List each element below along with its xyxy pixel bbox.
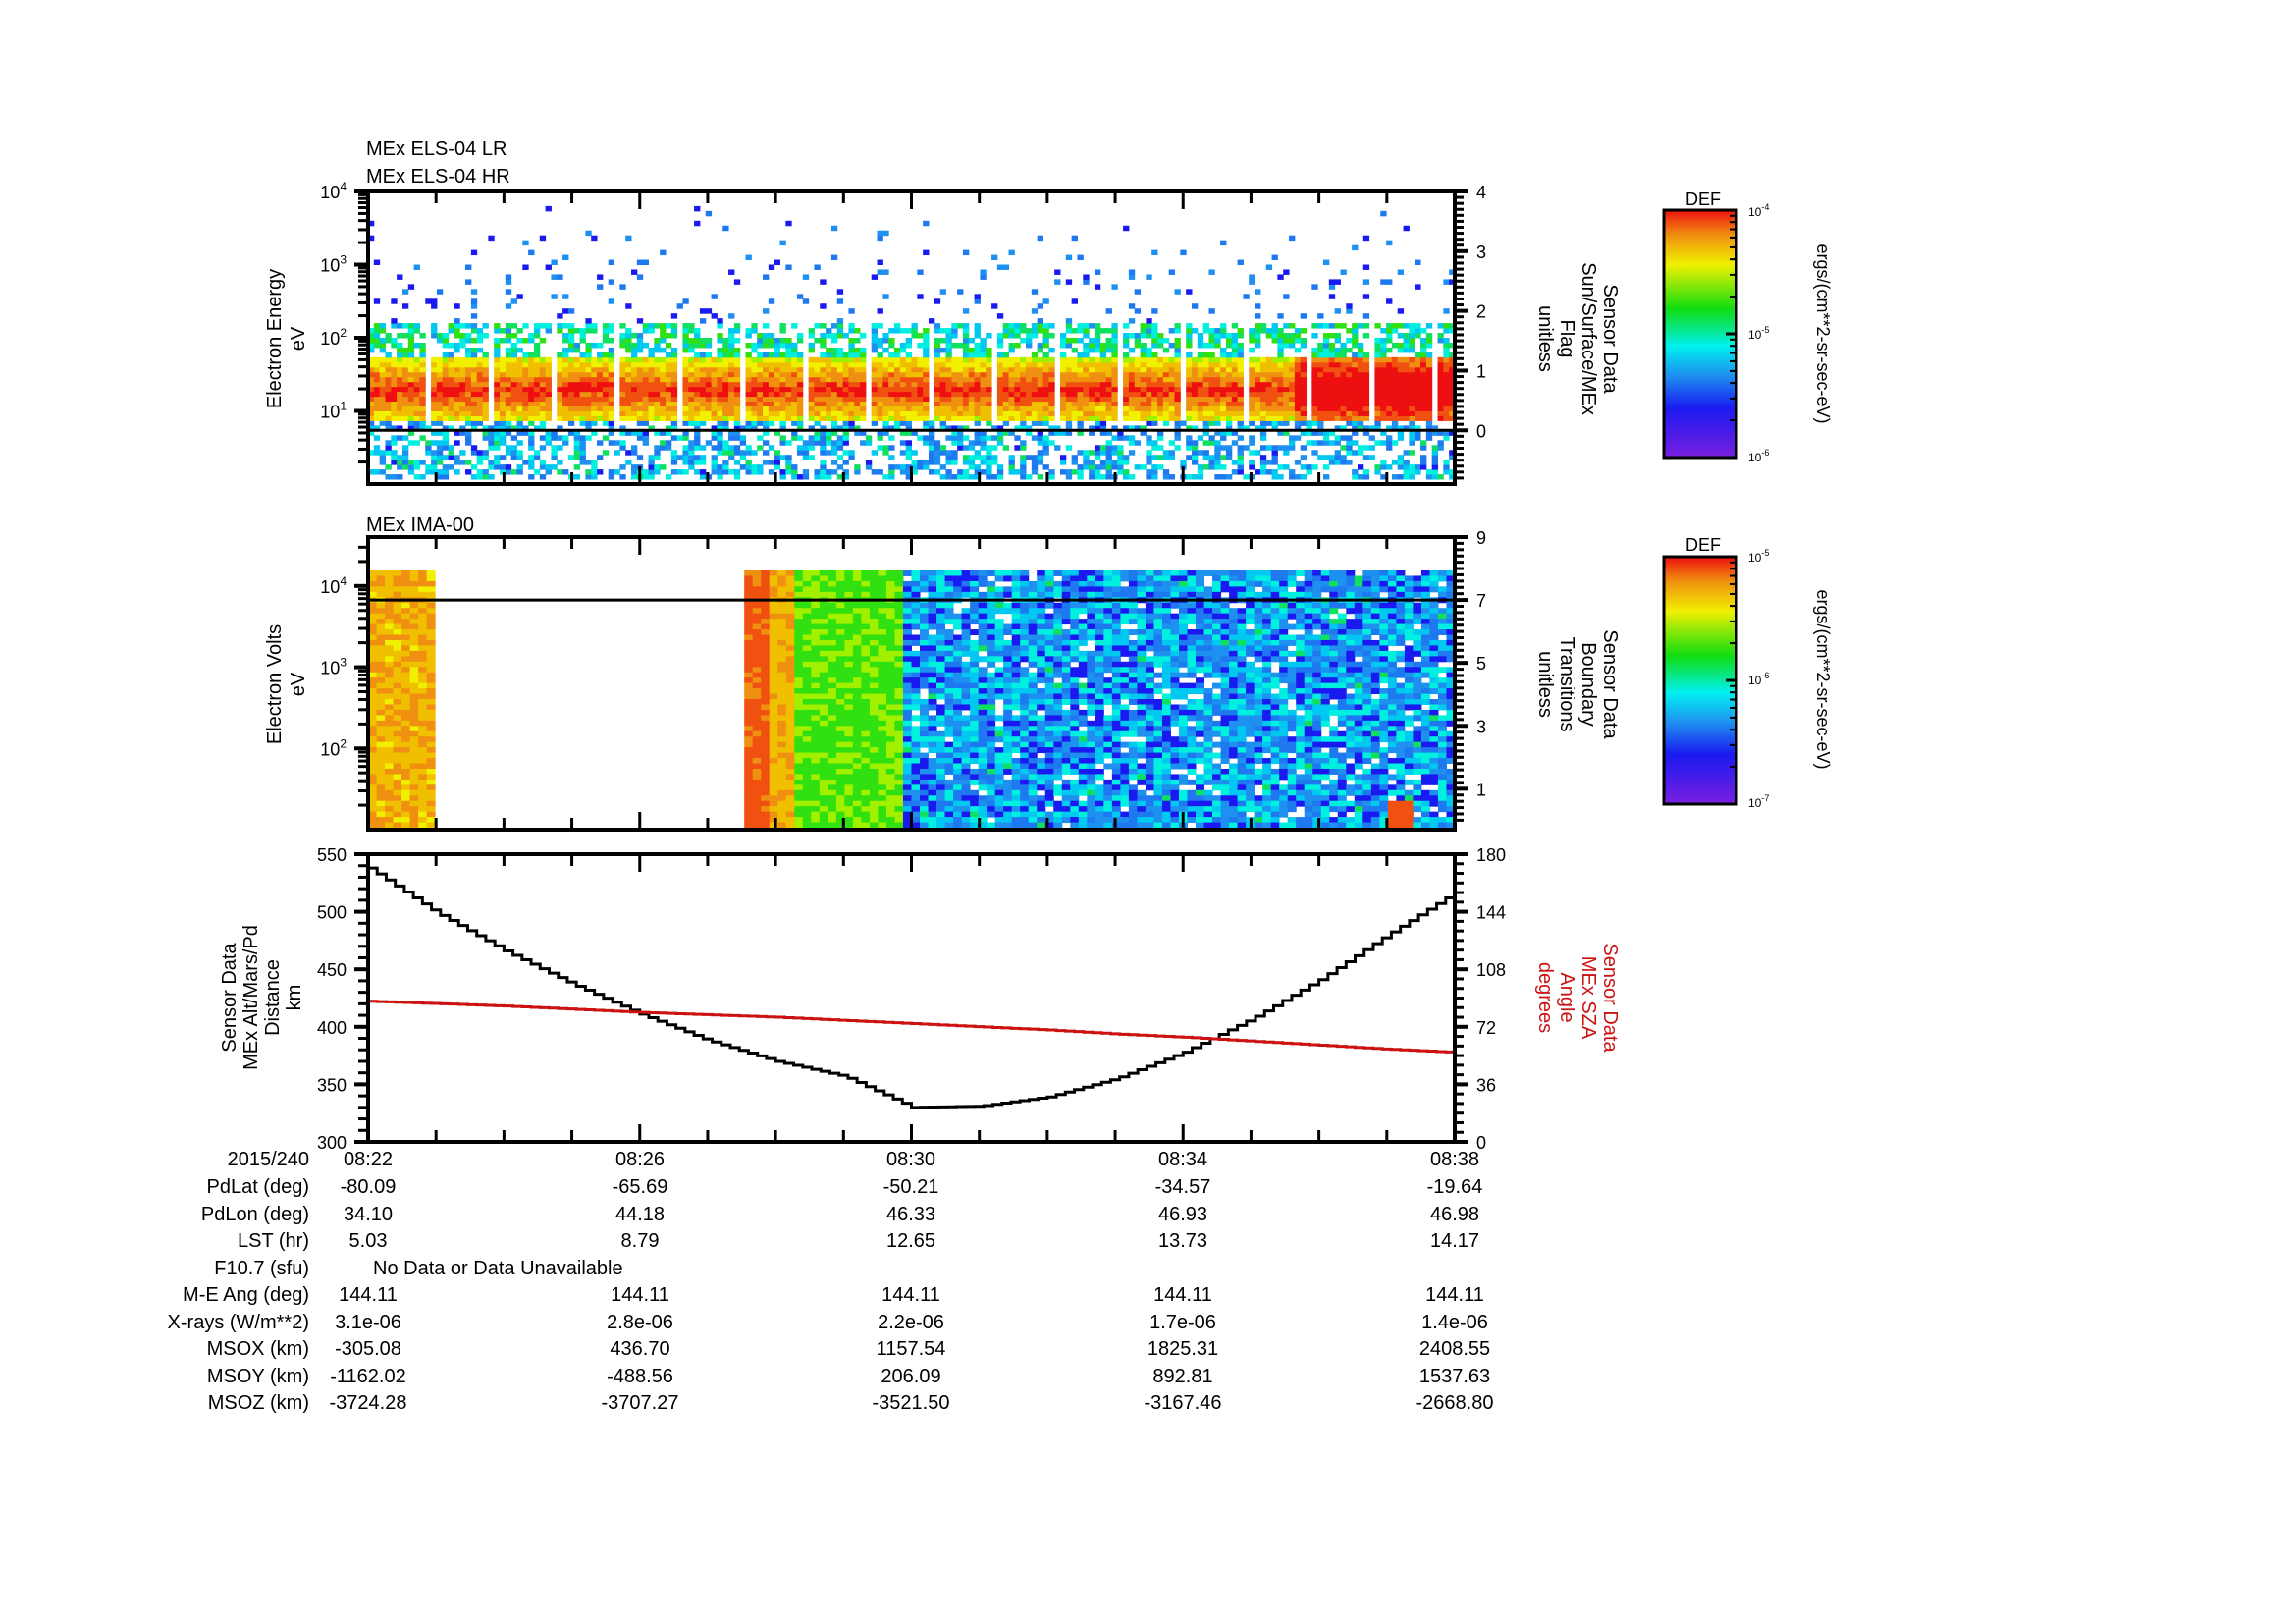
ima-ylabel: Electron Volts eV [264,624,309,744]
ephemeris-row-label: MSOX (km) [206,1338,309,1360]
ephemeris-value: 44.18 [614,1203,666,1225]
time-tick-label: 08:30 [885,1149,936,1170]
sza-y2label: Sensor Data MEx SZA Angle degrees [1534,943,1621,1053]
svg-text:4: 4 [1476,183,1486,202]
colorbar-units: ergs/(cm**2-sr-sec-eV) [1813,243,1833,423]
ephemeris-value: -34.57 [1154,1176,1211,1198]
ephemeris-value: -2668.80 [1415,1392,1494,1414]
svg-text:Sun/Surface/MEx: Sun/Surface/MEx [1577,262,1599,415]
els-axes: 101 102 103 104 0 1 2 3 4 [320,180,1486,486]
ephemeris-value: 8.79 [620,1230,660,1252]
svg-text:Electron Energy: Electron Energy [264,269,286,408]
ephemeris-value: -488.56 [607,1365,673,1387]
ephemeris-row-label: PdLon (deg) [200,1203,309,1225]
els-colorbar: DEF 10-4 10-5 10-6 ergs/(cm**2-sr-sec-eV… [1662,189,1833,464]
ephemeris-value: 34.10 [343,1203,394,1225]
ephemeris-value: 436.70 [610,1338,670,1360]
time-tick-label: 08:22 [343,1149,394,1170]
els-spectrogram-panel: MEx ELS-04 LR MEx ELS-04 HR 101102103104… [264,138,1621,486]
ephemeris-value: -3724.28 [329,1392,407,1414]
ephemeris-row-label: PdLat (deg) [206,1176,309,1198]
svg-text:102: 102 [320,326,347,349]
ima-colorbar: DEF 10-5 10-6 10-7 ergs/(cm**2-sr-sec-eV… [1662,535,1833,810]
ephemeris-value: -19.64 [1426,1176,1483,1198]
ephemeris-value: -3707.27 [601,1392,679,1414]
ephemeris-value: 12.65 [885,1230,936,1252]
ephemeris-value: 5.03 [348,1230,388,1252]
svg-text:104: 104 [320,180,347,202]
panel-title-hr: MEx ELS-04 HR [366,166,510,188]
svg-text:2: 2 [1476,302,1486,322]
ephemeris-value: -305.08 [335,1338,401,1360]
time-tick-label: 08:26 [614,1149,666,1170]
ima-y2label: Sensor Data Boundary Transitions unitles… [1534,629,1621,739]
ephemeris-value: 46.33 [885,1203,936,1225]
ephemeris-value: -3521.50 [872,1392,950,1414]
ephemeris-value: 144.11 [339,1284,398,1306]
ephemeris-value: 206.09 [881,1365,941,1387]
ephemeris-value: 46.93 [1157,1203,1208,1225]
svg-text:10-4: 10-4 [1748,202,1769,219]
svg-text:0: 0 [1476,421,1486,441]
svg-text:10-6: 10-6 [1748,448,1769,464]
altitude-ylabel: Sensor Data MEx Alt/Mars/Pd Distance km [219,925,305,1070]
svg-text:10-5: 10-5 [1748,325,1769,342]
svg-text:3: 3 [1476,243,1486,262]
ephemeris-value: 3.1e-06 [335,1311,401,1333]
ephemeris-value: 144.11 [881,1284,940,1306]
ephemeris-row-label: F10.7 (sfu) [214,1257,309,1279]
ephemeris-unavailable-note: No Data or Data Unavailable [373,1257,623,1279]
ephemeris-value: 46.98 [1429,1203,1480,1225]
ephemeris-row-label: LST (hr) [238,1230,309,1252]
ephemeris-value: 892.81 [1152,1365,1213,1387]
els-heatmap [368,205,1456,480]
ephemeris-value: 1.7e-06 [1149,1311,1216,1333]
ephemeris-row-label: X-rays (W/m**2) [167,1311,309,1333]
ephemeris-value: 1825.31 [1147,1338,1219,1360]
ephemeris-value: 2408.55 [1418,1338,1491,1360]
svg-text:Sensor Data: Sensor Data [1599,284,1621,394]
ephemeris-value: 2.8e-06 [607,1311,673,1333]
panel-title-lr: MEx ELS-04 LR [366,138,507,160]
panel-title-ima: MEx IMA-00 [366,514,474,536]
ephemeris-value: 2.2e-06 [878,1311,944,1333]
orbit-lines [368,866,1457,1109]
ephemeris-value: -3167.46 [1144,1392,1222,1414]
ima-heatmap [368,570,1456,829]
ephemeris-value: 1537.63 [1418,1365,1491,1387]
svg-text:Flag: Flag [1556,320,1577,358]
ephemeris-value: 14.17 [1429,1230,1480,1252]
ephemeris-value: 1157.54 [876,1338,946,1360]
svg-text:101: 101 [320,400,347,422]
ephemeris-value: 144.11 [1425,1284,1484,1306]
svg-text:DEF: DEF [1685,189,1721,209]
svg-text:1: 1 [1476,361,1486,381]
ephemeris-value: 13.73 [1157,1230,1208,1252]
time-tick-label: 08:34 [1157,1149,1208,1170]
date-label: 2015/240 [227,1149,309,1170]
time-tick-label: 08:38 [1429,1149,1480,1170]
ephemeris-row-label: MSOY (km) [206,1365,309,1387]
svg-text:unitless: unitless [1534,305,1556,372]
ephemeris-value: 144.11 [611,1284,669,1306]
svg-text:eV: eV [288,326,309,351]
ephemeris-value: 144.11 [1153,1284,1212,1306]
svg-text:103: 103 [320,253,347,276]
ephemeris-row-label: MSOZ (km) [207,1392,309,1414]
ephemeris-row-label: M-E Ang (deg) [183,1284,309,1306]
ephemeris-value: -50.21 [882,1176,939,1198]
ephemeris-value: -80.09 [340,1176,397,1198]
ephemeris-value: 1.4e-06 [1421,1311,1488,1333]
ephemeris-value: -65.69 [612,1176,668,1198]
els-ylabel: Electron Energy eV [264,269,309,408]
ephemeris-value: -1162.02 [330,1365,406,1387]
els-y2label: Sensor Data Sun/Surface/MEx Flag unitles… [1534,262,1621,415]
